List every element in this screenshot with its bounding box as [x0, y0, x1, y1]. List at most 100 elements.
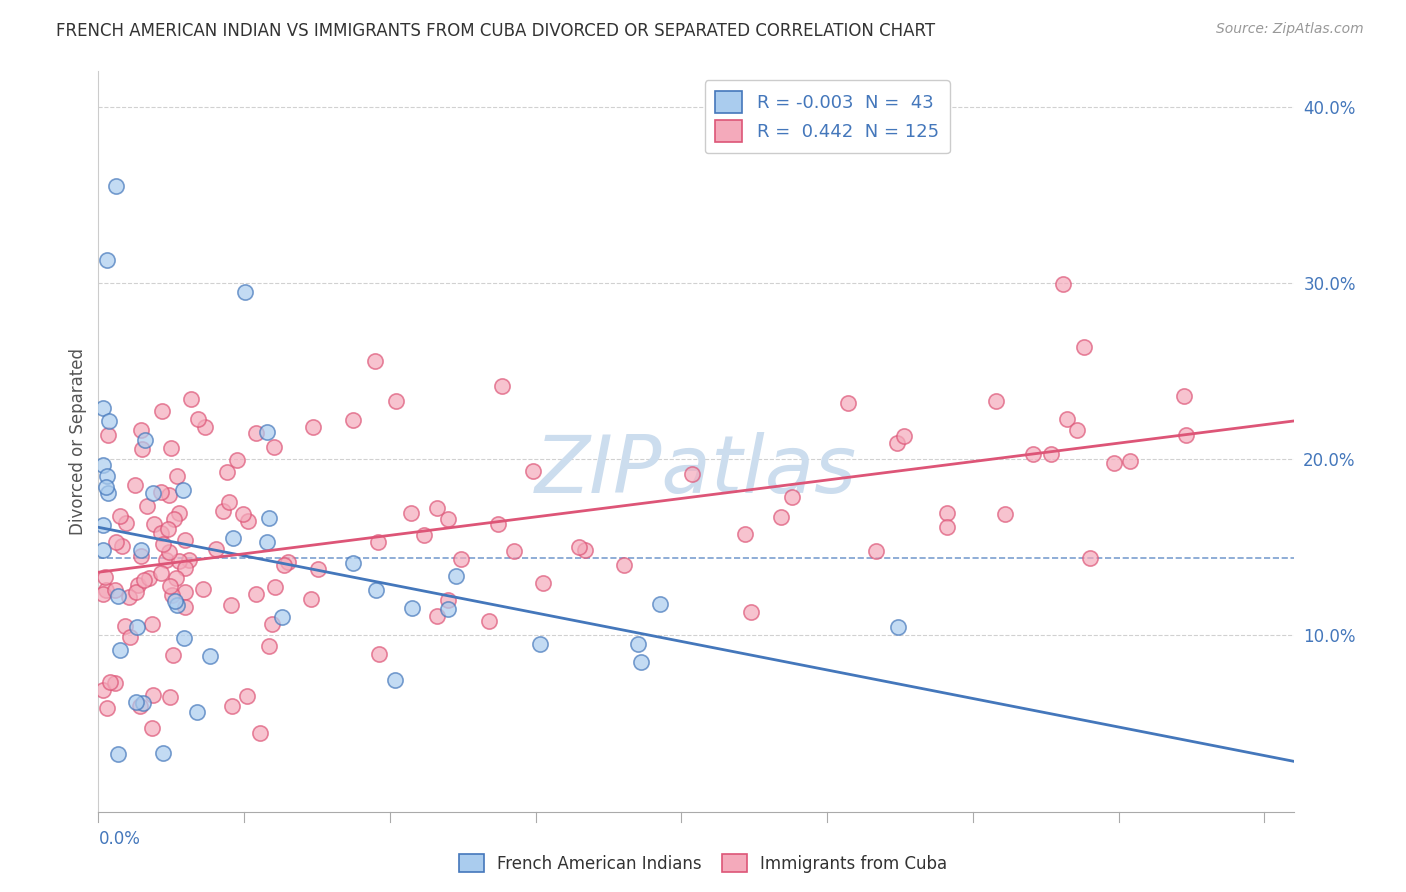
- Point: [1066, 423, 1088, 437]
- Point: [865, 543, 887, 558]
- Point: [257, 510, 280, 524]
- Point: [936, 520, 959, 534]
- Point: [104, 676, 127, 690]
- Point: [91, 683, 114, 698]
- Point: [256, 535, 278, 549]
- Point: [1073, 340, 1095, 354]
- Point: [138, 571, 160, 585]
- Point: [108, 508, 131, 523]
- Legend: R = -0.003  N =  43, R =  0.442  N = 125: R = -0.003 N = 43, R = 0.442 N = 125: [704, 80, 950, 153]
- Point: [212, 504, 235, 518]
- Point: [627, 637, 650, 651]
- Point: [97, 414, 120, 428]
- Point: [141, 616, 163, 631]
- Point: [238, 514, 260, 528]
- Text: Source: ZipAtlas.com: Source: ZipAtlas.com: [1216, 22, 1364, 37]
- Point: [385, 393, 408, 408]
- Point: [1040, 447, 1063, 461]
- Point: [426, 608, 449, 623]
- Point: [162, 648, 184, 662]
- Point: [574, 542, 596, 557]
- Point: [149, 525, 172, 540]
- Point: [132, 697, 155, 711]
- Point: [222, 531, 245, 545]
- Point: [155, 553, 177, 567]
- Point: [129, 699, 152, 714]
- Point: [1175, 427, 1198, 442]
- Point: [568, 541, 591, 555]
- Point: [219, 598, 242, 612]
- Point: [437, 512, 460, 526]
- Point: [131, 423, 153, 437]
- Text: ZIPatlas: ZIPatlas: [534, 432, 858, 510]
- Point: [159, 578, 181, 592]
- Point: [152, 746, 174, 760]
- Point: [131, 442, 153, 456]
- Point: [91, 401, 114, 416]
- Point: [486, 516, 509, 531]
- Point: [172, 483, 194, 497]
- Point: [256, 425, 278, 440]
- Point: [630, 655, 652, 669]
- Point: [94, 480, 117, 494]
- Point: [96, 701, 118, 715]
- Point: [124, 478, 146, 492]
- Point: [364, 582, 387, 597]
- Point: [118, 630, 141, 644]
- Point: [302, 420, 325, 434]
- Point: [450, 551, 472, 566]
- Point: [177, 552, 200, 566]
- Point: [134, 573, 156, 587]
- Point: [91, 458, 114, 473]
- Point: [367, 535, 389, 549]
- Point: [149, 484, 172, 499]
- Point: [780, 491, 803, 505]
- Point: [342, 413, 364, 427]
- Point: [437, 592, 460, 607]
- Point: [226, 452, 249, 467]
- Point: [1104, 456, 1126, 470]
- Point: [1052, 277, 1074, 291]
- Point: [134, 434, 156, 448]
- Point: [426, 501, 449, 516]
- Point: [384, 673, 406, 687]
- Point: [166, 598, 188, 612]
- Point: [342, 556, 364, 570]
- Point: [180, 392, 202, 406]
- Point: [273, 558, 295, 572]
- Point: [886, 435, 908, 450]
- Point: [1022, 447, 1045, 461]
- Point: [681, 467, 703, 482]
- Point: [264, 580, 287, 594]
- Point: [399, 507, 422, 521]
- Point: [249, 726, 271, 740]
- Point: [245, 425, 267, 440]
- Point: [413, 527, 436, 541]
- Point: [96, 253, 118, 268]
- Point: [1078, 550, 1101, 565]
- Point: [446, 568, 468, 582]
- Point: [217, 465, 239, 479]
- Point: [1119, 454, 1142, 468]
- Text: 0.0%: 0.0%: [98, 830, 141, 848]
- Point: [125, 584, 148, 599]
- Point: [893, 428, 915, 442]
- Point: [770, 509, 793, 524]
- Point: [994, 508, 1017, 522]
- Point: [127, 620, 149, 634]
- Point: [270, 609, 292, 624]
- Point: [136, 499, 159, 513]
- Point: [165, 571, 187, 585]
- Point: [157, 488, 180, 502]
- Point: [142, 485, 165, 500]
- Point: [299, 591, 322, 606]
- Point: [503, 544, 526, 558]
- Point: [131, 543, 153, 558]
- Point: [740, 605, 762, 619]
- Point: [935, 506, 957, 520]
- Point: [107, 747, 129, 761]
- Point: [235, 690, 257, 704]
- Point: [118, 590, 141, 604]
- Point: [166, 469, 188, 483]
- Point: [91, 587, 114, 601]
